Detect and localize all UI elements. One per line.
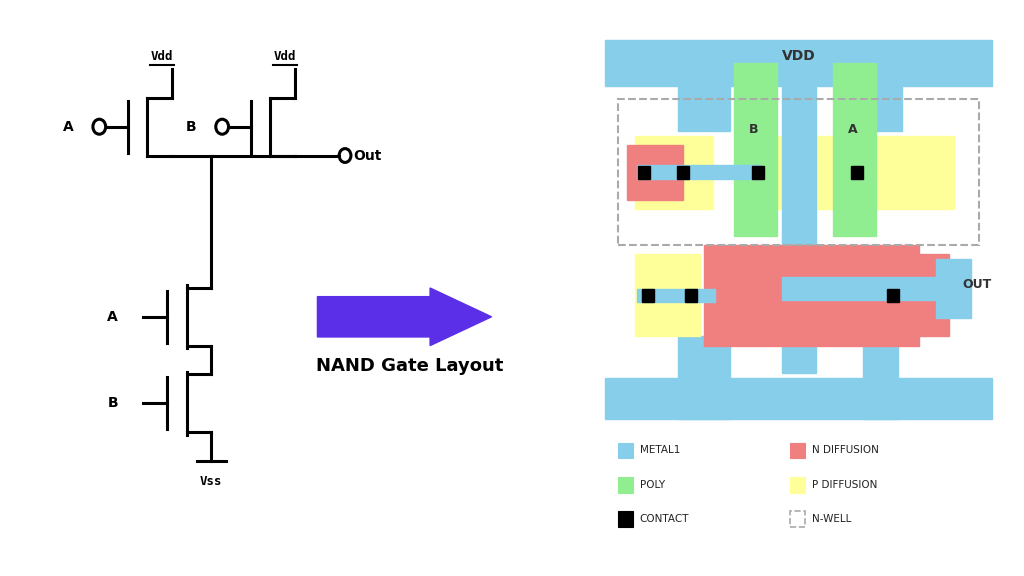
Bar bbox=[851, 166, 863, 179]
Text: VDD: VDD bbox=[782, 49, 815, 63]
Text: Vss: Vss bbox=[200, 475, 222, 488]
Text: B: B bbox=[108, 396, 118, 410]
Bar bbox=[618, 477, 633, 492]
Bar bbox=[781, 277, 953, 300]
Bar bbox=[605, 40, 992, 86]
Text: B: B bbox=[749, 123, 759, 136]
Bar bbox=[863, 336, 898, 419]
Text: A: A bbox=[108, 310, 118, 324]
Bar bbox=[677, 166, 688, 179]
Text: P DIFFUSION: P DIFFUSION bbox=[812, 480, 877, 490]
Bar bbox=[638, 166, 650, 179]
Text: N DIFFUSION: N DIFFUSION bbox=[812, 445, 879, 456]
Text: N-WELL: N-WELL bbox=[812, 514, 851, 524]
Text: CONTACT: CONTACT bbox=[640, 514, 689, 524]
Text: METAL1: METAL1 bbox=[640, 445, 680, 456]
Bar bbox=[752, 166, 764, 179]
Text: Vdd: Vdd bbox=[151, 50, 173, 63]
Bar bbox=[791, 511, 805, 527]
Bar bbox=[627, 145, 683, 200]
Bar bbox=[635, 255, 699, 336]
Bar bbox=[637, 165, 760, 179]
Bar bbox=[705, 245, 920, 346]
Text: Vdd: Vdd bbox=[273, 50, 296, 63]
Bar bbox=[734, 63, 777, 236]
Bar bbox=[637, 289, 715, 302]
Bar bbox=[685, 289, 697, 302]
Text: B: B bbox=[186, 120, 197, 134]
Bar bbox=[678, 336, 730, 419]
Bar bbox=[642, 289, 654, 302]
Text: A: A bbox=[848, 123, 857, 136]
Text: Out: Out bbox=[353, 149, 381, 162]
FancyArrow shape bbox=[317, 288, 492, 346]
Text: OUT: OUT bbox=[963, 278, 991, 290]
Bar bbox=[834, 63, 877, 236]
Bar bbox=[618, 442, 633, 458]
Bar bbox=[877, 136, 953, 209]
Bar bbox=[781, 77, 816, 373]
Bar bbox=[618, 511, 633, 527]
Text: NAND Gate Layout: NAND Gate Layout bbox=[316, 357, 503, 375]
Bar bbox=[635, 136, 713, 209]
Text: A: A bbox=[63, 120, 74, 134]
Bar bbox=[618, 100, 979, 245]
Bar bbox=[678, 81, 730, 131]
Bar bbox=[791, 477, 805, 492]
Bar bbox=[906, 255, 949, 336]
Text: POLY: POLY bbox=[640, 480, 665, 490]
Bar bbox=[791, 442, 805, 458]
Bar bbox=[748, 136, 842, 209]
Bar bbox=[888, 289, 899, 302]
Bar bbox=[850, 81, 902, 131]
Bar bbox=[605, 377, 992, 419]
Bar bbox=[936, 259, 971, 318]
